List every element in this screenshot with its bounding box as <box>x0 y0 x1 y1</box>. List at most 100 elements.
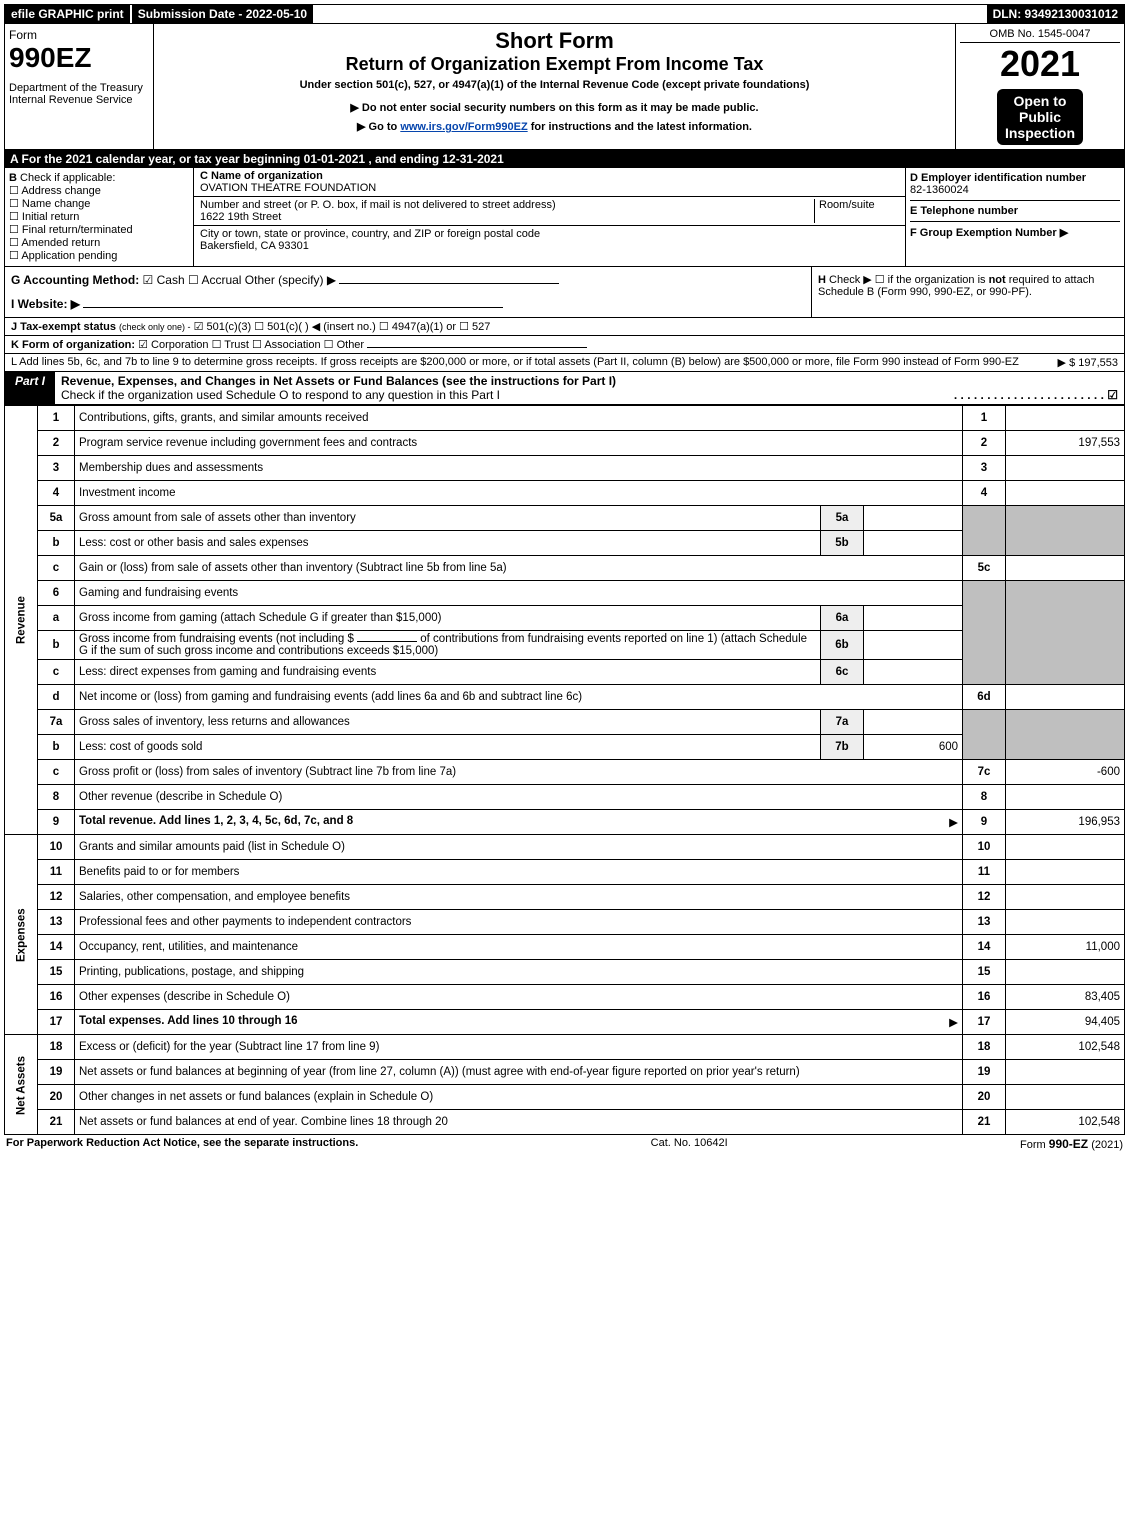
column-b: B Check if applicable: Address change Na… <box>5 168 194 266</box>
line-16-desc: Other expenses (describe in Schedule O) <box>75 985 963 1010</box>
website-blank[interactable] <box>83 307 503 308</box>
line-19-desc: Net assets or fund balances at beginning… <box>75 1060 963 1085</box>
ln-13: 13 <box>38 910 75 935</box>
amount-13 <box>1006 910 1125 935</box>
submission-date: Submission Date - 2022-05-10 <box>130 5 313 23</box>
grey-6abc <box>963 581 1006 685</box>
irs-link[interactable]: www.irs.gov/Form990EZ <box>400 121 527 133</box>
chk-cash[interactable]: Cash <box>143 273 185 287</box>
column-def: D Employer identification number 82-1360… <box>905 168 1124 266</box>
b-letter: B <box>9 172 17 184</box>
ln-14: 14 <box>38 935 75 960</box>
chk-name-change[interactable]: Name change <box>9 198 90 210</box>
chk-application-pending[interactable]: Application pending <box>9 250 117 262</box>
chk-other-org[interactable]: Other <box>324 339 364 351</box>
city-row: City or town, state or province, country… <box>194 226 905 254</box>
line-6c-desc: Less: direct expenses from gaming and fu… <box>75 660 821 685</box>
amount-15 <box>1006 960 1125 985</box>
header-center: Short Form Return of Organization Exempt… <box>154 24 955 149</box>
subval-5a <box>864 506 963 531</box>
line-12-desc: Salaries, other compensation, and employ… <box>75 885 963 910</box>
h-letter: H <box>818 274 826 286</box>
part-1-checkline: Check if the organization used Schedule … <box>61 388 500 402</box>
numbox-9: 9 <box>963 810 1006 835</box>
chk-501c3[interactable]: 501(c)(3) <box>194 321 252 333</box>
amount-11 <box>1006 860 1125 885</box>
numbox-17: 17 <box>963 1010 1006 1035</box>
ln-5c: c <box>38 556 75 581</box>
ln-21: 21 <box>38 1110 75 1135</box>
l-amount: $ 197,553 <box>1050 356 1118 369</box>
h-text-1: Check ▶ ☐ if the organization is <box>829 274 989 286</box>
line-17-desc: Total expenses. Add lines 10 through 16 … <box>75 1010 963 1035</box>
form-footer-right: Form 990-EZ (2021) <box>1020 1137 1123 1151</box>
ln-12: 12 <box>38 885 75 910</box>
grey-amt-5ab <box>1006 506 1125 556</box>
chk-corporation[interactable]: Corporation <box>138 339 208 351</box>
h-not: not <box>989 274 1006 286</box>
omb-number: OMB No. 1545-0047 <box>960 28 1120 43</box>
part-1-header: Part I Revenue, Expenses, and Changes in… <box>4 372 1125 405</box>
grey-7ab <box>963 710 1006 760</box>
room-suite-label: Room/suite <box>819 199 875 211</box>
chk-final-return[interactable]: Final return/terminated <box>9 224 133 236</box>
amount-5c <box>1006 556 1125 581</box>
ln-7a: 7a <box>38 710 75 735</box>
accounting-other-blank[interactable] <box>339 283 559 284</box>
line-14-desc: Occupancy, rent, utilities, and maintena… <box>75 935 963 960</box>
l-text: L Add lines 5b, 6c, and 7b to line 9 to … <box>11 356 1050 369</box>
amount-4 <box>1006 481 1125 506</box>
numbox-13: 13 <box>963 910 1006 935</box>
line-6b-blank[interactable] <box>357 641 417 642</box>
part-1-title-text: Revenue, Expenses, and Changes in Net As… <box>61 374 616 388</box>
ln-11: 11 <box>38 860 75 885</box>
other-org-blank[interactable] <box>367 347 587 348</box>
numbox-5c: 5c <box>963 556 1006 581</box>
chk-4947[interactable]: 4947(a)(1) or <box>379 321 456 333</box>
open-line-2: Public <box>1005 109 1075 125</box>
form-number: 990EZ <box>9 42 149 74</box>
chk-association[interactable]: Association <box>252 339 321 351</box>
chk-trust[interactable]: Trust <box>212 339 249 351</box>
numbox-7c: 7c <box>963 760 1006 785</box>
chk-amended-return[interactable]: Amended return <box>9 237 100 249</box>
line-5c-desc: Gain or (loss) from sale of assets other… <box>75 556 963 581</box>
numbox-18: 18 <box>963 1035 1006 1060</box>
part-1-title: Revenue, Expenses, and Changes in Net As… <box>55 372 1124 404</box>
row-j: J Tax-exempt status (check only one) - 5… <box>4 318 1125 336</box>
telephone-label: E Telephone number <box>910 205 1018 217</box>
header-left: Form 990EZ Department of the Treasury In… <box>5 24 154 149</box>
grey-amt-7ab <box>1006 710 1125 760</box>
revenue-side-label: Revenue <box>5 406 38 835</box>
goto-pre: Go to <box>369 121 401 133</box>
line-11-desc: Benefits paid to or for members <box>75 860 963 885</box>
subval-5b <box>864 531 963 556</box>
dept-line-2: Internal Revenue Service <box>9 94 149 106</box>
amount-10 <box>1006 835 1125 860</box>
accounting-method-label: G Accounting Method: <box>11 273 139 287</box>
chk-527[interactable]: 527 <box>459 321 490 333</box>
ln-19: 19 <box>38 1060 75 1085</box>
line-6b-desc-1: Gross income from fundraising events (no… <box>79 633 354 645</box>
line-4-desc: Investment income <box>75 481 963 506</box>
ln-5a: 5a <box>38 506 75 531</box>
numbox-11: 11 <box>963 860 1006 885</box>
open-line-3: Inspection <box>1005 125 1075 141</box>
amount-6d <box>1006 685 1125 710</box>
return-title: Return of Organization Exempt From Incom… <box>162 54 947 75</box>
line-5b-desc: Less: cost or other basis and sales expe… <box>75 531 821 556</box>
line-20-desc: Other changes in net assets or fund bala… <box>75 1085 963 1110</box>
chk-address-change[interactable]: Address change <box>9 185 101 197</box>
street-row: Number and street (or P. O. box, if mail… <box>194 197 905 226</box>
form-word: Form <box>9 28 149 42</box>
j-sub: (check only one) - <box>119 322 191 332</box>
expenses-side-label: Expenses <box>5 835 38 1035</box>
section-a-bar: A For the 2021 calendar year, or tax yea… <box>4 150 1125 168</box>
line-7c-desc: Gross profit or (loss) from sales of inv… <box>75 760 963 785</box>
numbox-4: 4 <box>963 481 1006 506</box>
chk-initial-return[interactable]: Initial return <box>9 211 79 223</box>
group-exemption-label: F Group Exemption Number ▶ <box>910 227 1068 239</box>
chk-501c[interactable]: 501(c)( ) ◀ (insert no.) <box>254 321 376 333</box>
line-18-desc: Excess or (deficit) for the year (Subtra… <box>75 1035 963 1060</box>
chk-accrual[interactable]: Accrual <box>188 273 241 287</box>
